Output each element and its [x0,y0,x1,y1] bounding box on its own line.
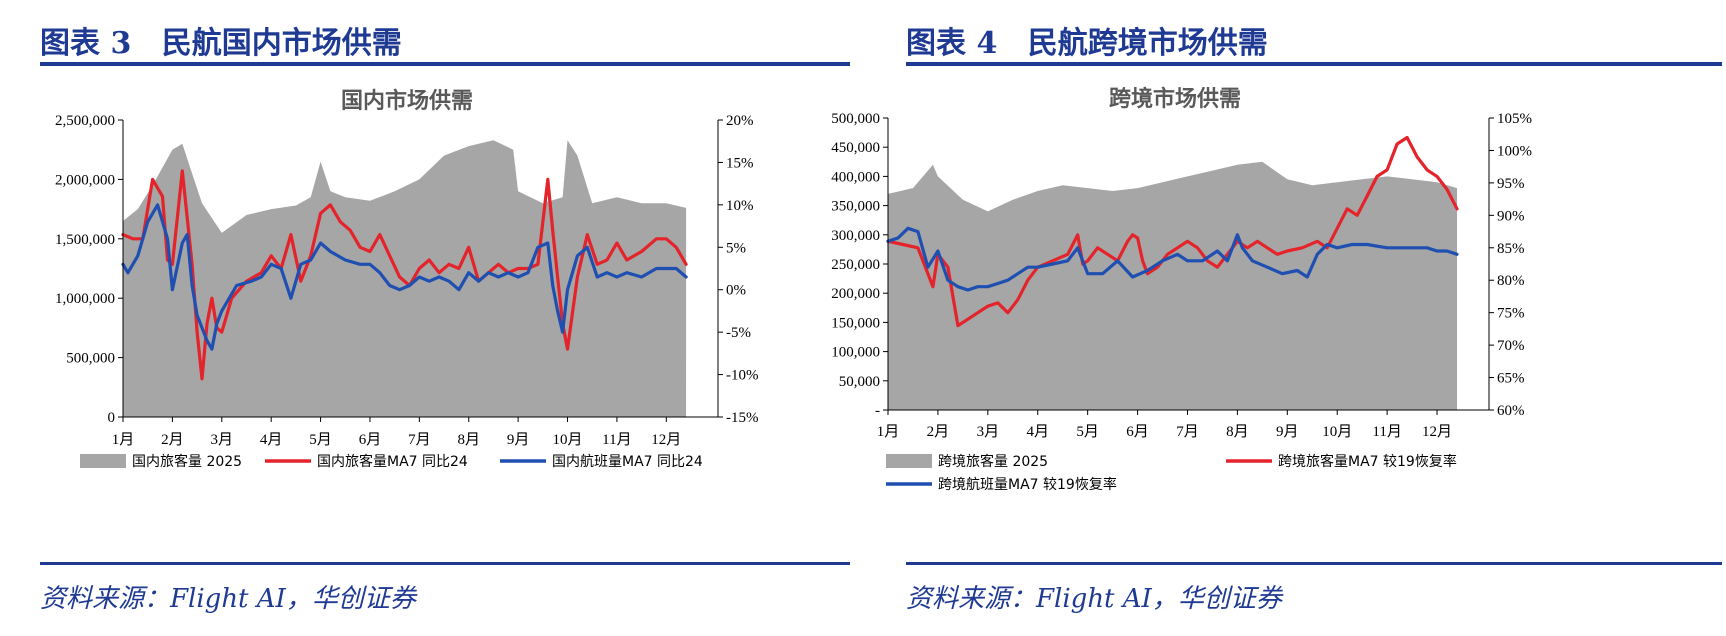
legend-label: 跨境旅客量 2025 [938,453,1048,470]
left-tick-label: 1,000,000 [55,291,115,307]
left-tick-label: 400,000 [831,169,880,185]
right-tick-label: -10% [726,368,759,384]
x-tick-label: 9月 [1276,424,1299,440]
series-area-0 [123,140,687,417]
legend-label: 国内旅客量MA7 同比24 [317,453,468,470]
source-note: 资料来源：Flight AI，华创证券 [40,584,416,614]
x-tick-label: 8月 [457,432,480,448]
right-tick-label: 90% [1497,208,1525,224]
x-tick-label: 9月 [507,432,530,448]
cross-border-supply-demand-chart: 跨境市场供需 - 50,000 100,000 150,000 200,000 250,00… [831,86,1532,493]
chart-title: 国内市场供需 [341,88,473,114]
title-rule [40,62,850,66]
series-line-1 [121,169,688,381]
right-tick-label: 10% [726,198,754,214]
left-tick-label: 200,000 [831,286,880,302]
legend-label: 国内旅客量 2025 [132,453,242,470]
right-tick-label: 80% [1497,273,1525,289]
figure-label: 图表 3 [40,26,132,61]
x-tick-label: 12月 [1422,424,1452,440]
left-tick-label: 500,000 [66,351,115,367]
x-tick-label: 6月 [359,432,382,448]
x-tick-label: 2月 [161,432,184,448]
right-tick-label: 100% [1497,143,1532,159]
left-tick-label: 1,500,000 [55,232,115,248]
left-tick-label: 50,000 [839,374,880,390]
left-tick-label: 2,500,000 [55,113,115,129]
right-tick-label: 105% [1497,111,1532,127]
right-tick-label: 15% [726,155,754,171]
x-tick-label: 7月 [1176,424,1199,440]
x-tick-label: 2月 [927,424,950,440]
legend-swatch-area [886,454,932,468]
x-tick-label: 10月 [1322,424,1352,440]
figure-heading: 民航跨境市场供需 [1027,26,1268,61]
figure-label: 图表 4 [906,26,998,61]
right-tick-label: 60% [1497,403,1525,419]
left-tick-label: 350,000 [831,199,880,215]
x-tick-label: 1月 [112,432,135,448]
x-tick-label: 6月 [1126,424,1149,440]
legend-swatch-area [80,454,126,468]
x-tick-label: 3月 [211,432,234,448]
left-tick-label: 250,000 [831,257,880,273]
x-tick-label: 4月 [1026,424,1049,440]
right-tick-label: -5% [726,325,751,341]
series-line-2 [121,203,688,351]
x-tick-label: 7月 [408,432,431,448]
x-tick-label: 11月 [602,432,631,448]
x-tick-label: 11月 [1372,424,1401,440]
series-line-2 [886,226,1459,292]
figure-title: 图表 4 民航跨境市场供需 [906,18,1288,62]
right-tick-label: 5% [726,240,746,256]
domestic-supply-demand-chart: 国内市场供需 0 500,000 1,000,000 1,500,000 2,000,00… [55,88,759,470]
series-area-0 [888,161,1458,410]
left-tick-label: 0 [108,410,116,426]
x-tick-label: 1月 [877,424,900,440]
right-tick-label: 0% [726,283,746,299]
left-tick-label: 100,000 [831,345,880,361]
right-tick-label: -15% [726,410,759,426]
left-tick-label: 150,000 [831,315,880,331]
x-tick-label: 5月 [1076,424,1099,440]
chart-title: 跨境市场供需 [1109,86,1241,112]
figure-heading: 民航国内市场供需 [161,26,402,61]
left-tick-label: 450,000 [831,140,880,156]
legend-label: 国内航班量MA7 同比24 [552,454,703,470]
x-tick-label: 4月 [260,432,283,448]
left-tick-label: 2,000,000 [55,172,115,188]
right-tick-label: 65% [1497,371,1525,387]
x-tick-label: 8月 [1226,424,1249,440]
x-tick-label: 3月 [977,424,1000,440]
x-tick-label: 12月 [651,432,681,448]
right-tick-label: 20% [726,113,754,129]
right-tick-label: 85% [1497,241,1525,257]
legend-label: 跨境航班量MA7 较19恢复率 [938,476,1117,493]
title-rule [906,62,1722,66]
figure-panel-cross-border: 图表 4 民航跨境市场供需 跨境市场供需 - 50,000 100,000 150,00… [831,0,1726,636]
right-tick-label: 95% [1497,176,1525,192]
source-rule [906,562,1722,565]
source-rule [40,562,850,565]
left-tick-label: 300,000 [831,228,880,244]
figure-panel-domestic: 图表 3 民航国内市场供需 国内市场供需 0 500,000 1,000,000 1,5… [0,0,860,636]
legend-label: 跨境旅客量MA7 较19恢复率 [1278,453,1457,470]
x-tick-label: 5月 [309,432,332,448]
left-tick-label: - [875,403,880,419]
right-tick-label: 75% [1497,306,1525,322]
series-line-1 [886,135,1459,328]
left-tick-label: 500,000 [831,111,880,127]
x-tick-label: 10月 [553,432,583,448]
source-note: 资料来源：Flight AI，华创证券 [906,584,1282,614]
figure-title: 图表 3 民航国内市场供需 [40,18,422,62]
right-tick-label: 70% [1497,338,1525,354]
